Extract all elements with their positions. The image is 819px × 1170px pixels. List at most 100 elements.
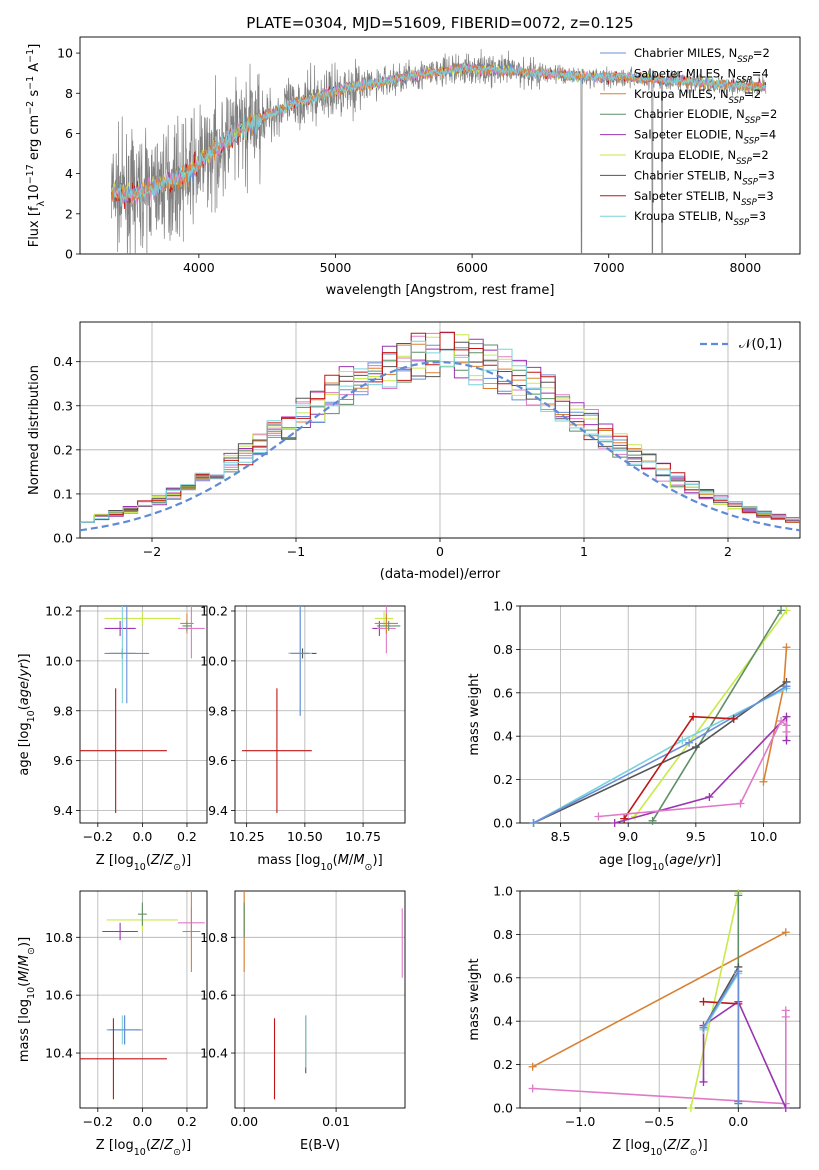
y-tick-label: 0.0 xyxy=(53,531,73,546)
series-marker xyxy=(734,1097,743,1106)
x-tick-label: 4000 xyxy=(183,260,215,275)
y-tick-label: 10.4 xyxy=(45,1046,73,1061)
legend-entry: Kroupa MILES, NSSP=2 xyxy=(634,87,761,106)
y-tick-label: 4 xyxy=(65,166,73,181)
y-tick-label: 0.0 xyxy=(493,816,513,831)
spectrum-frame xyxy=(79,36,801,255)
series-marker xyxy=(678,736,687,745)
y-tick-label: 0 xyxy=(65,247,73,262)
spectrum-lines xyxy=(111,48,767,254)
series-marker xyxy=(699,1023,708,1032)
y-tick-label: 0.2 xyxy=(493,1057,513,1072)
mass_vs_Z-ylabel: mass [log10(M/M⊙)] xyxy=(17,937,37,1062)
massweight_vs_Z-series xyxy=(528,889,790,1112)
x-tick-label: 0 xyxy=(436,544,444,559)
series-line-chabrier_elodie xyxy=(651,609,782,822)
series-marker xyxy=(782,643,791,652)
x-tick-label: 0.01 xyxy=(322,1114,350,1129)
y-tick-label: 0.6 xyxy=(493,970,513,985)
y-tick-label: 6 xyxy=(65,126,73,141)
series-marker xyxy=(777,717,786,726)
x-tick-label: 9.0 xyxy=(618,829,638,844)
errorbar-point xyxy=(80,688,167,814)
series-marker xyxy=(691,743,700,752)
massweight_vs_age-xlabel: age [log10(age/yr)] xyxy=(599,853,721,873)
errorbar-point xyxy=(80,1018,167,1100)
mass_vs_Z-errorbars xyxy=(80,891,205,1100)
spectrum-ylabel: Flux [fλ10−17 erg cm−2 s−1 A−1] xyxy=(25,44,47,248)
x-tick-label: −1.0 xyxy=(565,1114,595,1129)
y-tick-label: 8 xyxy=(65,86,73,101)
mass_vs_EBV-xlabel: E(B-V) xyxy=(300,1138,340,1153)
y-tick-label: 0.4 xyxy=(493,1014,513,1029)
y-tick-label: 0.0 xyxy=(493,1101,513,1116)
series-marker xyxy=(782,727,791,736)
x-tick-label: 1 xyxy=(580,544,588,559)
y-tick-label: 10.8 xyxy=(200,930,228,945)
errorbar-point xyxy=(374,613,399,634)
legend-entry: Salpeter MILES, NSSP=4 xyxy=(634,66,769,85)
series-line-salpeter_elodie xyxy=(702,1000,787,1109)
errorbar-point xyxy=(182,620,192,631)
series-line-kroupa_miles xyxy=(532,931,787,1068)
x-tick-label: 0.00 xyxy=(230,1114,258,1129)
errorbar-point xyxy=(178,606,205,659)
residual-histograms xyxy=(80,331,800,532)
age_vs_mass-errorbars xyxy=(241,606,401,814)
massweight_vs_Z-axes: −1.0 −0.5 0.0 0.0 0.2 0.4 0.6 0.8 1.0 xyxy=(493,884,801,1129)
x-tick-label: 10.50 xyxy=(287,829,323,844)
massweight_vs_age-series xyxy=(529,606,791,827)
legend-entry: Chabrier MILES, NSSP=2 xyxy=(634,46,770,65)
errorbar-point xyxy=(104,606,150,704)
x-tick-label: 0.2 xyxy=(177,829,197,844)
x-tick-label: 2 xyxy=(724,544,732,559)
errorbar-point xyxy=(104,610,181,626)
y-tick-label: 0.4 xyxy=(53,354,73,369)
series-marker xyxy=(782,712,791,721)
massweight_vs_Z-ylabel: mass weight xyxy=(467,958,482,1040)
mass_vs_Z-axes: −0.2 0.0 0.2 10.4 10.6 10.8 xyxy=(45,890,208,1129)
x-tick-label: 8000 xyxy=(729,260,761,275)
errorbar-point xyxy=(102,922,138,941)
massweight_vs_Z-xlabel: Z [log10(Z/Z⊙)] xyxy=(612,1138,707,1158)
series-line-kroupa_miles xyxy=(762,647,788,782)
y-tick-label: 0.3 xyxy=(53,398,73,413)
massweight_vs_age-ylabel: mass weight xyxy=(467,673,482,755)
series-marker xyxy=(620,814,629,823)
mass_vs_EBV-frame xyxy=(234,890,406,1109)
series-line-chabrier_miles xyxy=(702,968,740,1102)
y-tick-label: 1.0 xyxy=(493,884,513,899)
legend-entry: Kroupa ELODIE, NSSP=2 xyxy=(634,148,769,167)
series-marker xyxy=(782,682,791,691)
series-marker xyxy=(782,736,791,745)
y-tick-label: 10.2 xyxy=(45,603,73,618)
y-tick-label: 0.8 xyxy=(493,927,513,942)
massweight_vs_age-frame xyxy=(519,605,801,824)
y-tick-label: 10.0 xyxy=(200,653,228,668)
age_vs_mass-xlabel: mass [log10(M/M⊙)] xyxy=(257,853,382,873)
mass_vs_EBV-axes: 0.00 0.01 10.4 10.6 10.8 xyxy=(200,890,406,1129)
series-marker xyxy=(594,812,603,821)
y-tick-label: 9.6 xyxy=(208,753,228,768)
y-tick-label: 10.0 xyxy=(45,653,73,668)
series-marker xyxy=(610,819,619,827)
x-tick-label: 5000 xyxy=(320,260,352,275)
age_vs_Z-frame xyxy=(79,605,208,824)
mass_vs_Z-xlabel: Z [log10(Z/Z⊙)] xyxy=(96,1138,191,1158)
y-tick-label: 9.4 xyxy=(208,803,228,818)
legend-entry: Salpeter STELIB, NSSP=3 xyxy=(634,189,774,208)
x-tick-label: 0.0 xyxy=(728,1114,748,1129)
y-tick-label: 9.6 xyxy=(53,753,73,768)
age_vs_Z-ylabel: age [log10(age/yr)] xyxy=(17,653,37,775)
y-tick-label: 0.1 xyxy=(53,486,73,501)
age_vs_Z-errorbars xyxy=(80,606,205,814)
residuals-frame xyxy=(79,321,801,539)
y-tick-label: 0.2 xyxy=(493,772,513,787)
y-tick-label: 0.2 xyxy=(53,442,73,457)
x-tick-label: −0.5 xyxy=(644,1114,674,1129)
series-marker xyxy=(781,1104,790,1112)
x-tick-label: −0.2 xyxy=(83,829,113,844)
y-tick-label: 0.4 xyxy=(493,729,513,744)
